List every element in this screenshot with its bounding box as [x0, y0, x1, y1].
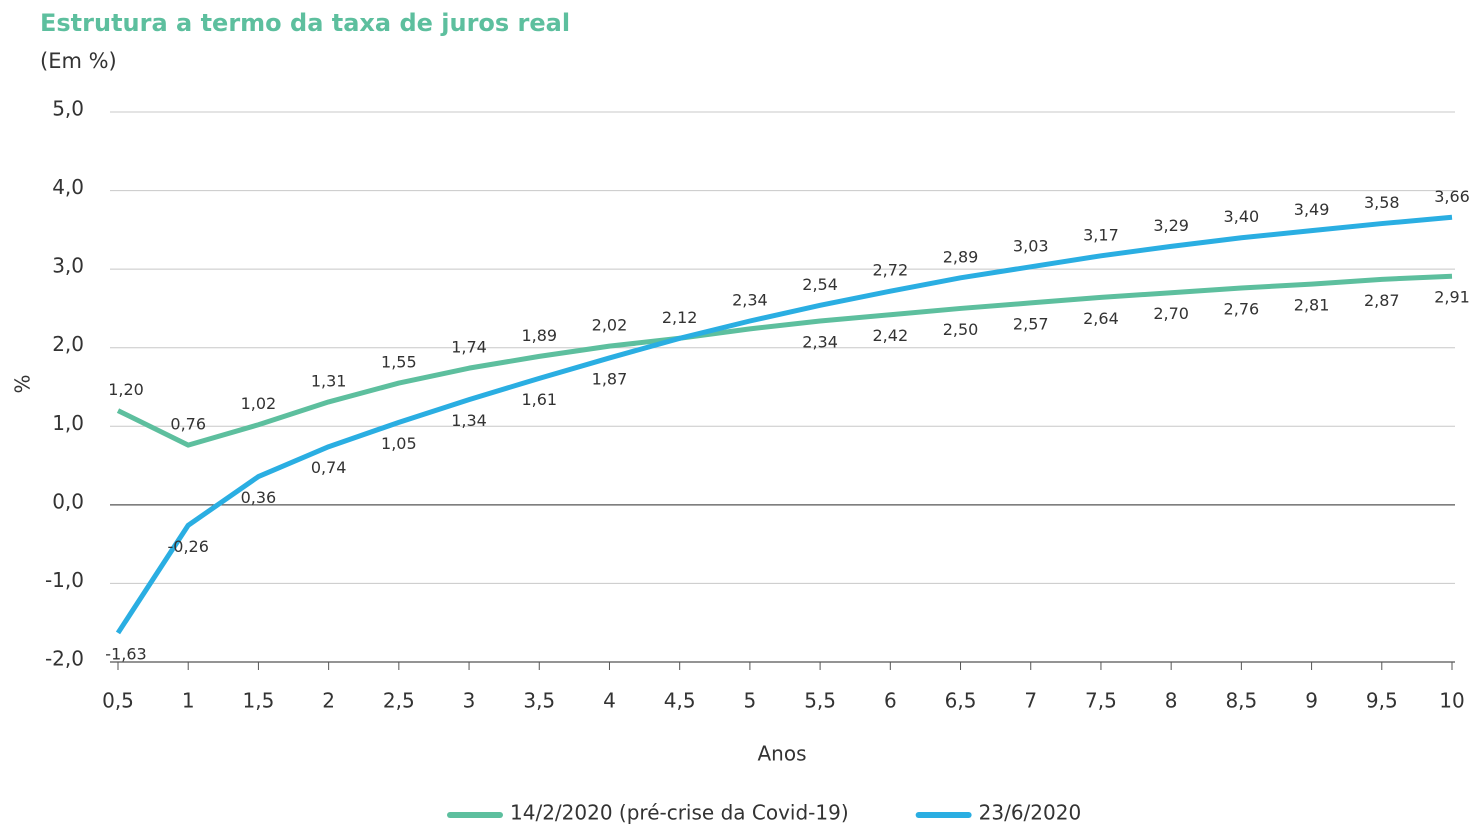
y-tick-label: -2,0	[45, 647, 84, 671]
x-tick-label: 8,5	[1225, 689, 1257, 713]
x-tick-label: 4,5	[664, 689, 696, 713]
data-label: 1,87	[592, 369, 628, 388]
data-label: 1,34	[451, 411, 487, 430]
x-tick-label: 0,5	[102, 689, 134, 713]
data-label: 2,64	[1083, 309, 1119, 328]
data-label: 1,89	[521, 326, 557, 345]
data-label: 3,66	[1434, 187, 1470, 206]
data-label: 2,87	[1364, 291, 1400, 310]
x-tick-label: 3	[463, 689, 476, 713]
data-label: 2,57	[1013, 314, 1049, 333]
x-tick-label: 6	[884, 689, 897, 713]
data-label: 2,50	[943, 320, 979, 339]
data-label: 3,58	[1364, 193, 1400, 212]
x-tick-label: 10	[1439, 689, 1464, 713]
data-label: 0,36	[241, 488, 277, 507]
x-tick-label: 7	[1024, 689, 1037, 713]
legend-label: 14/2/2020 (pré-crise da Covid-19)	[510, 801, 849, 825]
y-tick-label: 5,0	[52, 97, 84, 121]
x-tick-label: 2,5	[383, 689, 415, 713]
chart-subtitle: (Em %)	[40, 49, 117, 73]
data-label: 2,76	[1224, 300, 1260, 319]
x-tick-label: 9	[1305, 689, 1318, 713]
data-label: 3,40	[1224, 207, 1260, 226]
data-label: 2,91	[1434, 288, 1470, 307]
data-label: 3,03	[1013, 236, 1049, 255]
data-label: 3,17	[1083, 225, 1119, 244]
data-label: 3,49	[1294, 200, 1330, 219]
data-label: 2,70	[1153, 304, 1189, 323]
data-label: 1,20	[108, 380, 144, 399]
y-tick-label: -1,0	[45, 568, 84, 592]
data-label: 2,54	[802, 275, 838, 294]
x-tick-label: 8	[1165, 689, 1178, 713]
data-label: 1,05	[381, 434, 417, 453]
data-label: 0,74	[311, 458, 347, 477]
y-tick-label: 1,0	[52, 411, 84, 435]
data-label: 0,76	[170, 415, 206, 434]
data-label: 2,34	[802, 333, 838, 352]
series-line	[116, 273, 1453, 448]
data-label: 2,34	[732, 291, 768, 310]
y-tick-label: 4,0	[52, 175, 84, 199]
x-tick-label: 9,5	[1366, 689, 1398, 713]
x-tick-label: 4	[603, 689, 616, 713]
data-label: 2,12	[662, 308, 698, 327]
series-line	[115, 214, 1453, 635]
x-tick-label: 2	[322, 689, 335, 713]
data-label: 2,89	[943, 247, 979, 266]
legend-label: 23/6/2020	[979, 801, 1082, 825]
data-label: -0,26	[168, 537, 209, 556]
data-label: 2,42	[873, 326, 909, 345]
data-label: -1,63	[105, 644, 146, 663]
y-tick-label: 2,0	[52, 332, 84, 356]
x-tick-label: 1,5	[243, 689, 275, 713]
y-tick-label: 3,0	[52, 254, 84, 278]
data-label: 1,74	[451, 338, 487, 357]
data-label: 1,55	[381, 353, 417, 372]
data-label: 2,02	[592, 316, 628, 335]
y-axis-label: %	[11, 374, 35, 393]
data-label: 1,02	[241, 394, 277, 413]
x-axis-label: Anos	[757, 742, 806, 766]
data-label: 2,72	[873, 261, 909, 280]
x-tick-label: 6,5	[945, 689, 977, 713]
data-label: 1,61	[521, 390, 557, 409]
y-tick-label: 0,0	[52, 489, 84, 513]
x-tick-label: 1	[182, 689, 195, 713]
data-label: 2,81	[1294, 296, 1330, 315]
x-tick-label: 5,5	[804, 689, 836, 713]
data-label: 1,31	[311, 371, 347, 390]
data-label: 3,29	[1153, 216, 1189, 235]
x-tick-label: 5	[744, 689, 757, 713]
x-tick-label: 3,5	[523, 689, 555, 713]
chart-title: Estrutura a termo da taxa de juros real	[40, 9, 570, 37]
x-tick-label: 7,5	[1085, 689, 1117, 713]
